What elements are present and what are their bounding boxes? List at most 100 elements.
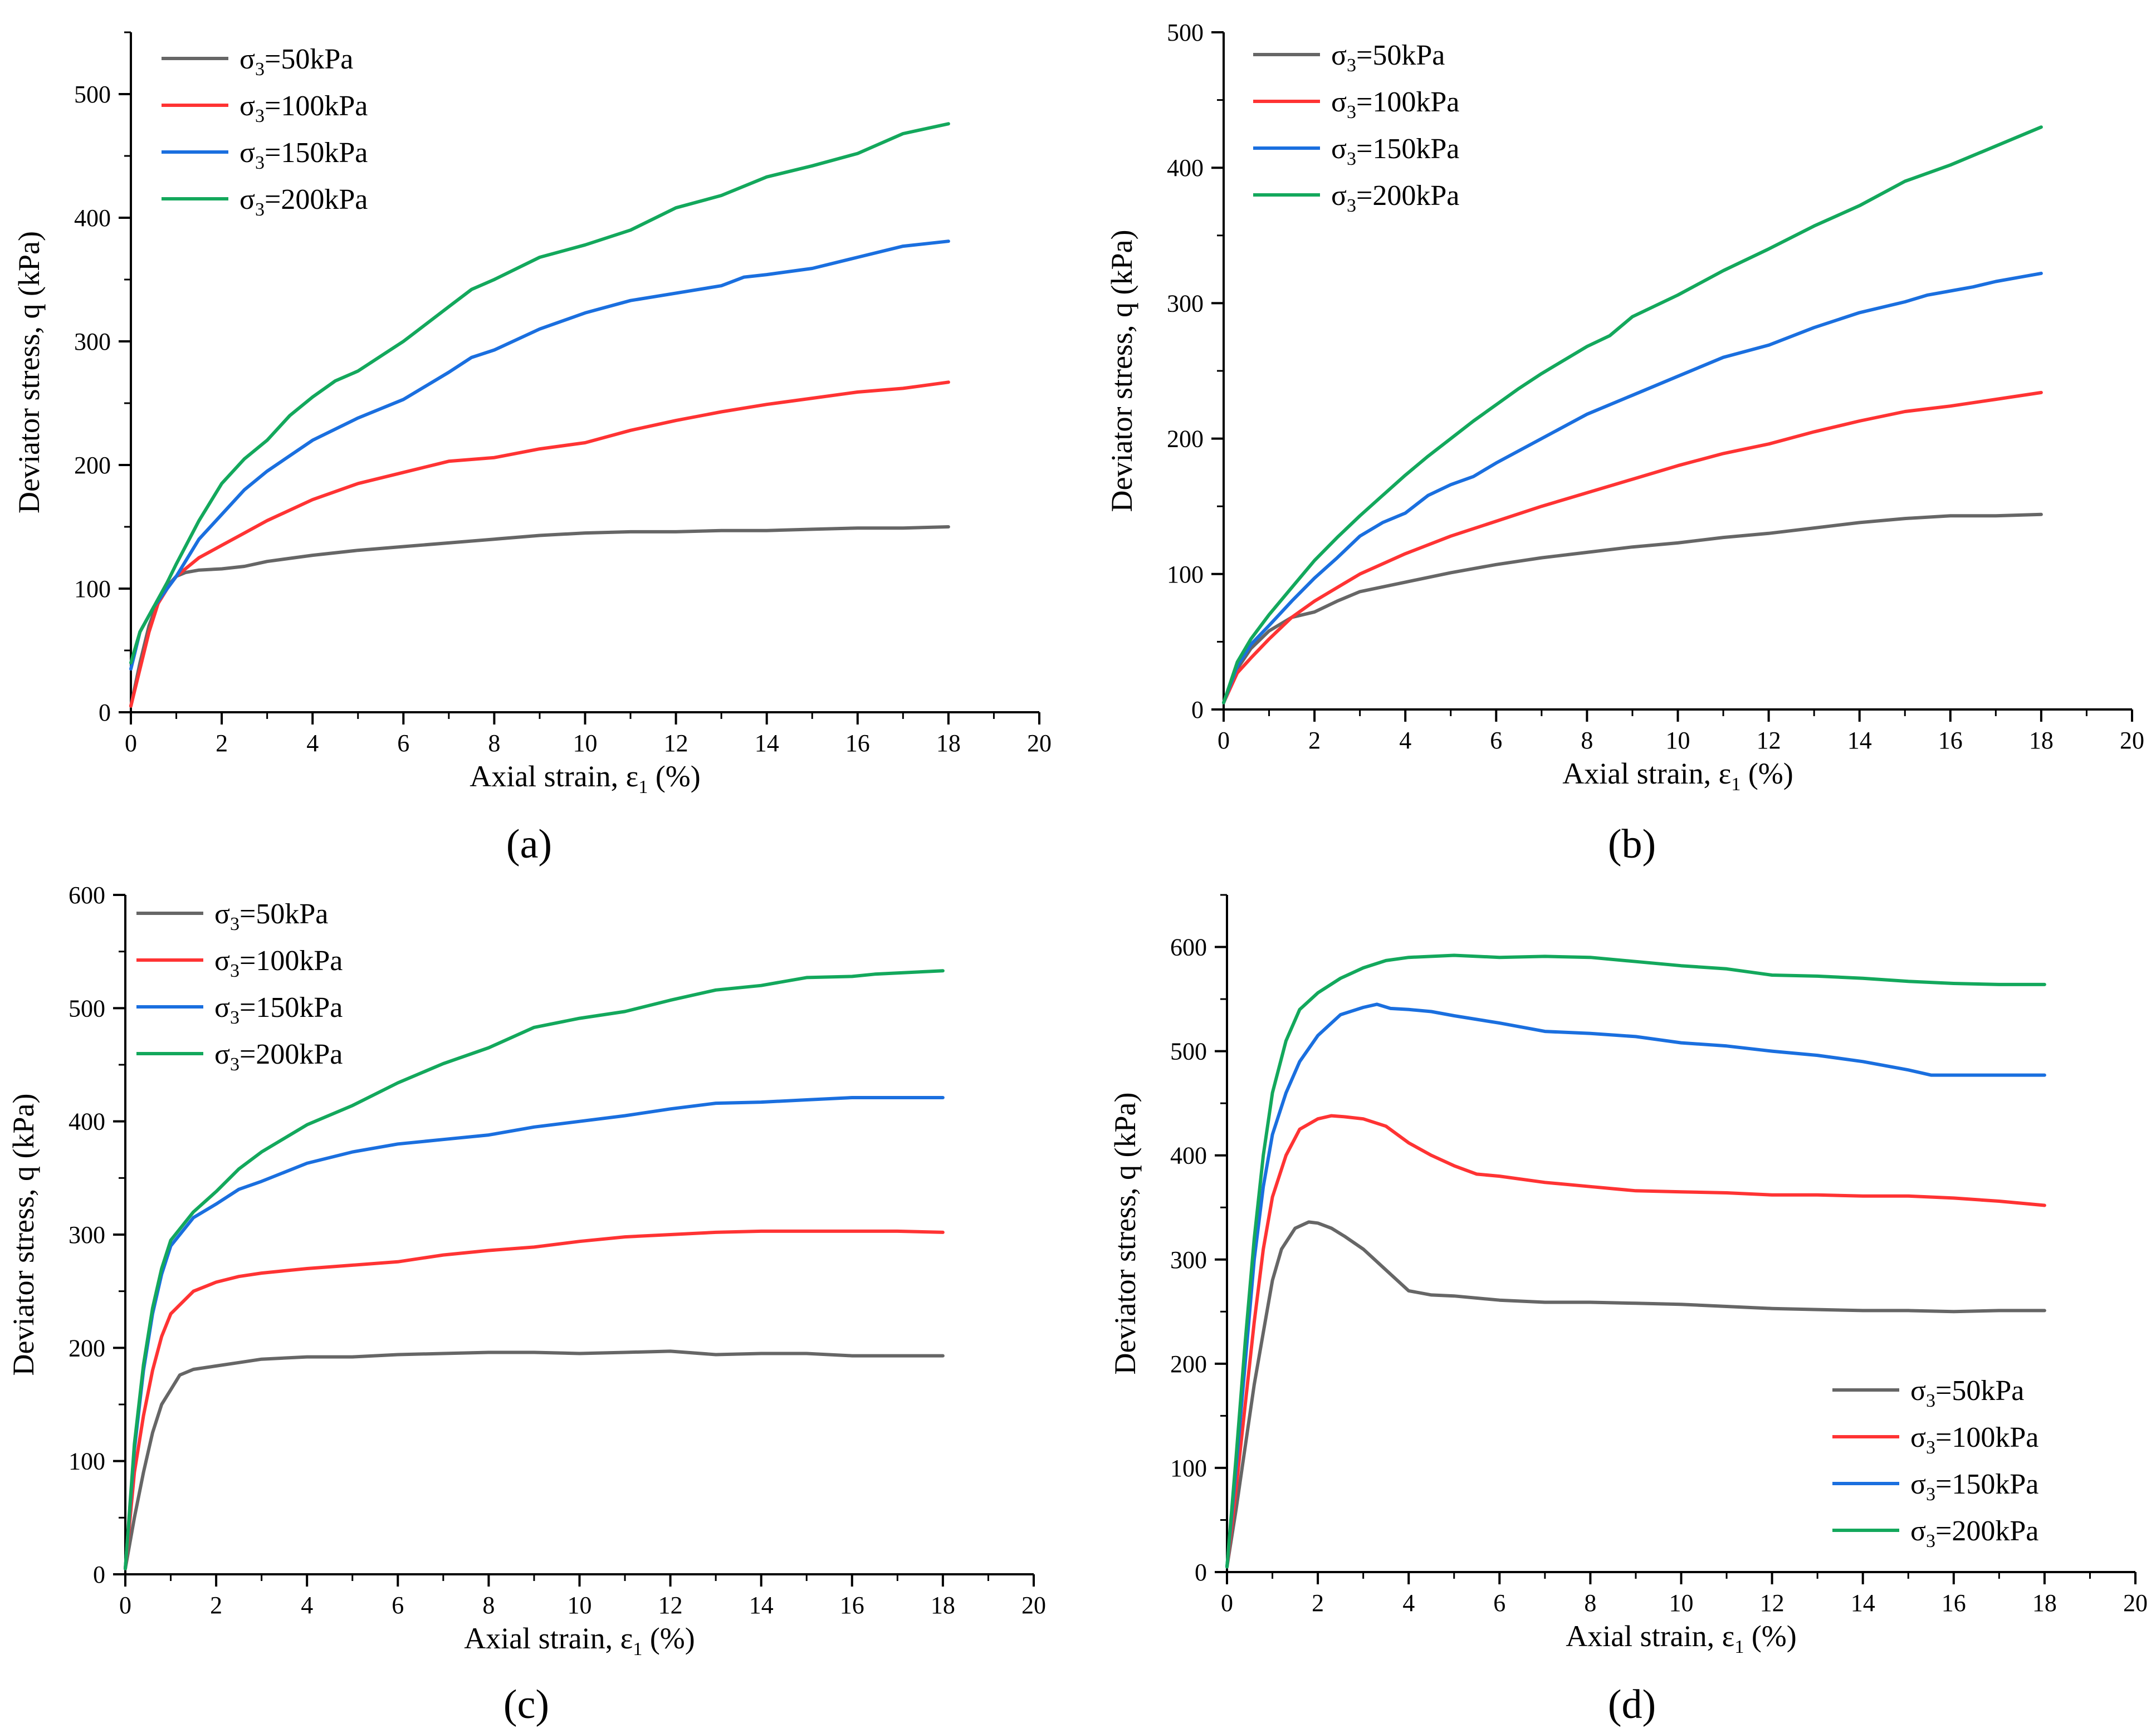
panel-caption: (a) <box>506 821 552 867</box>
y-tick-label: 300 <box>1170 1246 1207 1274</box>
y-tick-label: 400 <box>74 204 111 232</box>
y-tick-label: 500 <box>69 995 105 1022</box>
legend-entry-symbol: σ <box>1331 40 1347 71</box>
y-tick-label: 0 <box>93 1561 105 1588</box>
x-tick-label: 10 <box>1669 1589 1694 1617</box>
x-tick-label: 0 <box>125 730 137 757</box>
series-line-200kpa <box>1225 953 2046 1569</box>
legend-entry-symbol: σ <box>1910 1375 1926 1407</box>
y-tick-label: 500 <box>1170 1038 1207 1065</box>
series-line-100kpa <box>129 380 950 708</box>
x-tick-label: 18 <box>2029 727 2054 754</box>
x-tick-label: 14 <box>1847 727 1872 754</box>
legend-entry-value: =100kPa <box>1356 86 1459 118</box>
legend-entry-sub: 3 <box>1926 1437 1935 1458</box>
y-axis-title: Deviator stress, q (kPa) <box>1105 230 1138 512</box>
x-tick-label: 4 <box>306 730 319 757</box>
x-axis-title-sub: 1 <box>633 1639 642 1660</box>
legend-entry-value: =100kPa <box>239 945 343 977</box>
legend-entry-symbol: σ <box>1910 1422 1926 1453</box>
legend-entry-symbol: σ <box>239 43 255 75</box>
legend-entry: σ3=50kPa <box>214 898 328 934</box>
legend-entry-value: =50kPa <box>265 43 353 75</box>
y-tick-label: 500 <box>1167 19 1204 46</box>
y-axis-title: Deviator stress, q (kPa) <box>1108 1093 1142 1375</box>
y-tick-label: 200 <box>69 1334 105 1362</box>
y-axis-title: Deviator stress, q (kPa) <box>7 1094 40 1376</box>
x-tick-label: 12 <box>664 730 688 757</box>
series-line-50kpa <box>124 1349 945 1570</box>
y-tick-label: 400 <box>69 1108 105 1135</box>
y-tick-label: 100 <box>1167 561 1204 588</box>
y-tick-label: 500 <box>74 81 111 108</box>
x-tick-label: 8 <box>488 730 500 757</box>
legend-entry-sub: 3 <box>230 1054 239 1075</box>
legend-entry: σ3=150kPa <box>1331 133 1459 169</box>
legend-entry: σ3=200kPa <box>239 184 368 220</box>
panel-caption: (b) <box>1608 821 1656 867</box>
legend-entry-value: =150kPa <box>1935 1468 2038 1500</box>
x-tick-label: 12 <box>658 1592 683 1619</box>
x-axis-title-main: Axial strain, ε <box>464 1622 633 1655</box>
x-tick-label: 6 <box>1493 1589 1505 1617</box>
chart-panel-d: 0 2 4 6 8 10 12 14 16 18 200100200300400500600Axia… <box>1108 894 2148 1727</box>
x-axis-title-main: Axial strain, ε <box>1566 1619 1734 1653</box>
x-axis-title-tail: (%) <box>1744 1619 1796 1653</box>
legend-entry: σ3=150kPa <box>1910 1468 2038 1505</box>
x-tick-label: 20 <box>2123 1589 2148 1617</box>
x-tick-label: 18 <box>936 730 961 757</box>
x-tick-label: 2 <box>210 1592 222 1619</box>
x-tick-label: 8 <box>1581 727 1593 754</box>
legend-entry-value: =200kPa <box>265 184 368 216</box>
legend-entry: σ3=100kPa <box>1910 1422 2038 1458</box>
y-tick-label: 0 <box>1191 696 1204 723</box>
y-axis-title: Deviator stress, q (kPa) <box>12 231 46 513</box>
series-line-150kpa <box>124 1096 945 1570</box>
x-tick-label: 0 <box>1221 1589 1233 1617</box>
legend-entry-sub: 3 <box>1926 1484 1935 1505</box>
panel-caption: (c) <box>503 1682 549 1727</box>
series-line-150kpa <box>1222 271 2043 704</box>
legend-entry-symbol: σ <box>1331 180 1347 212</box>
x-tick-label: 12 <box>1760 1589 1785 1617</box>
legend-entry-value: =50kPa <box>239 898 328 930</box>
legend-entry-sub: 3 <box>1926 1391 1935 1411</box>
legend-entry-sub: 3 <box>255 106 265 126</box>
legend-entry-symbol: σ <box>1910 1468 1926 1500</box>
y-tick-label: 600 <box>1170 934 1207 961</box>
legend-entry-sub: 3 <box>230 1007 239 1028</box>
y-tick-label: 300 <box>1167 290 1204 317</box>
legend-entry: σ3=100kPa <box>1331 86 1459 123</box>
legend-entry-symbol: σ <box>239 184 255 216</box>
legend-entry-symbol: σ <box>1331 86 1347 118</box>
x-axis-title: Axial strain, ε1 (%) <box>470 760 701 797</box>
x-tick-label: 18 <box>931 1592 955 1619</box>
x-axis-title-main: Axial strain, ε <box>1562 757 1731 790</box>
series-line-200kpa <box>1222 125 2043 704</box>
legend-entry-symbol: σ <box>214 945 230 977</box>
series-line-50kpa <box>129 525 950 708</box>
x-tick-label: 4 <box>1402 1589 1415 1617</box>
y-tick-label: 100 <box>74 575 111 603</box>
x-tick-label: 8 <box>1584 1589 1596 1617</box>
x-tick-label: 2 <box>1308 727 1321 754</box>
legend-entry: σ3=200kPa <box>1910 1515 2038 1551</box>
legend-entry-symbol: σ <box>1331 133 1347 165</box>
series-line-150kpa <box>1225 1002 2046 1569</box>
legend-entry-sub: 3 <box>230 961 239 981</box>
x-tick-label: 6 <box>1490 727 1502 754</box>
x-tick-label: 2 <box>216 730 228 757</box>
legend-entry-symbol: σ <box>239 90 255 122</box>
legend-entry-symbol: σ <box>214 1039 230 1070</box>
legend-entry-value: =150kPa <box>239 992 343 1024</box>
x-tick-label: 8 <box>482 1592 495 1619</box>
x-tick-label: 14 <box>1851 1589 1875 1617</box>
x-tick-label: 0 <box>1218 727 1230 754</box>
legend-entry-symbol: σ <box>214 898 230 930</box>
legend-entry: σ3=50kPa <box>239 43 353 80</box>
y-tick-label: 400 <box>1170 1142 1207 1169</box>
legend-entry-value: =50kPa <box>1356 40 1445 71</box>
